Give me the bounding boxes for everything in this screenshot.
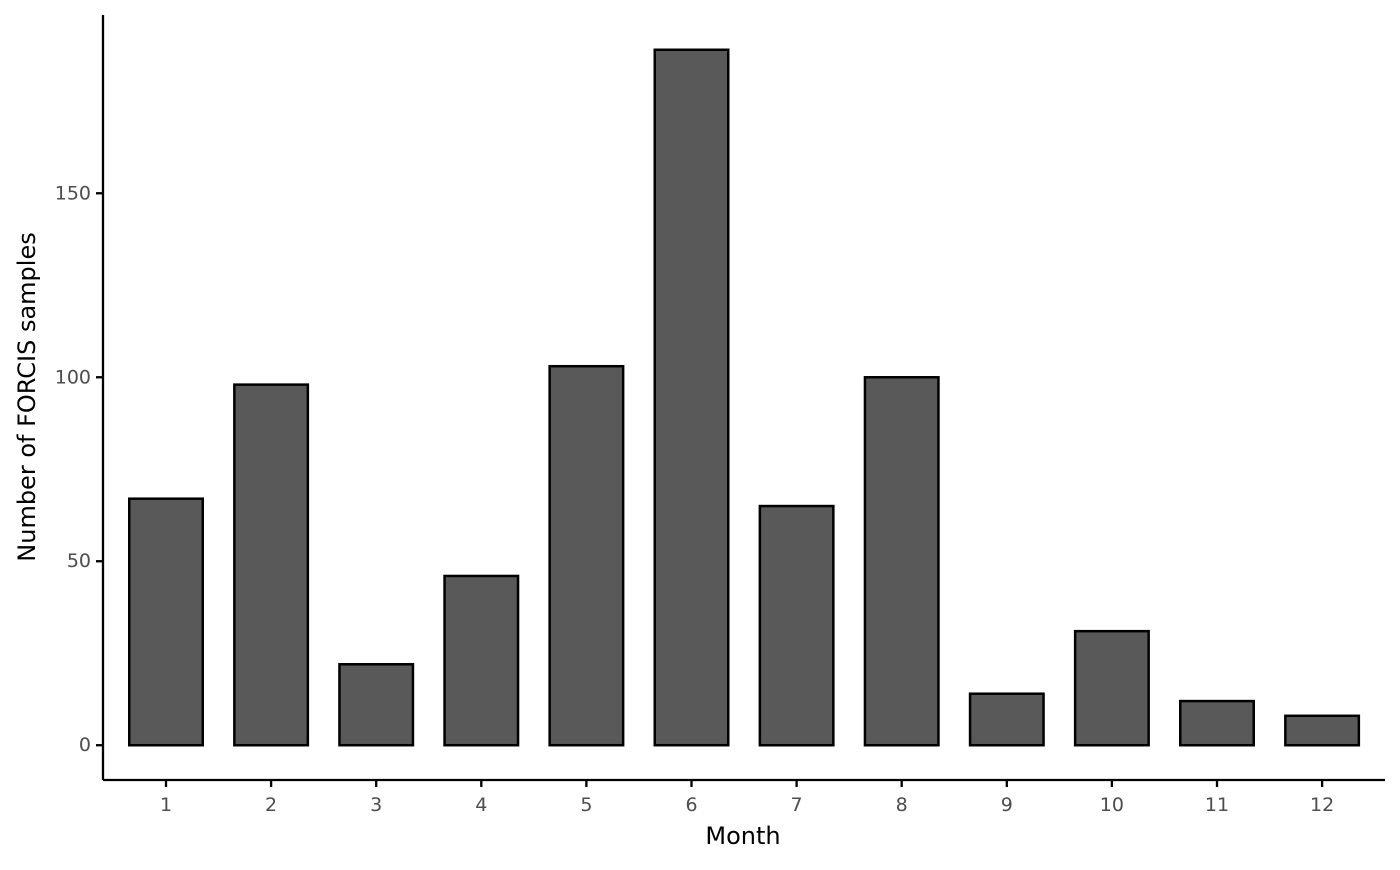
bar-month-9 xyxy=(968,692,1045,747)
y-tick-label-150: 150 xyxy=(55,182,91,204)
x-tick-label-3: 3 xyxy=(370,794,382,816)
bar-month-7 xyxy=(758,504,835,747)
bar-month-3 xyxy=(338,663,415,747)
bar-month-12 xyxy=(1284,714,1361,747)
bar-month-6 xyxy=(653,48,730,747)
x-tick-label-1: 1 xyxy=(160,794,172,816)
x-tick-label-10: 10 xyxy=(1100,794,1124,816)
bar-month-5 xyxy=(548,364,625,747)
y-axis-title: Number of FORCIS samples xyxy=(13,232,41,561)
x-tick-label-8: 8 xyxy=(896,794,908,816)
x-tick-label-7: 7 xyxy=(791,794,803,816)
y-tick-label-100: 100 xyxy=(55,366,91,388)
bars-layer xyxy=(128,48,1361,747)
bar-month-4 xyxy=(443,574,520,747)
x-tick-label-9: 9 xyxy=(1001,794,1013,816)
x-tick-label-12: 12 xyxy=(1310,794,1334,816)
x-tick-label-5: 5 xyxy=(580,794,592,816)
x-axis: 1 2 3 4 5 6 7 8 9 10 11 12 xyxy=(103,778,1385,816)
bar-month-2 xyxy=(233,383,310,747)
y-tick-label-50: 50 xyxy=(67,550,91,572)
bar-month-10 xyxy=(1073,629,1150,747)
y-tick-label-0: 0 xyxy=(79,734,91,756)
bar-month-11 xyxy=(1179,699,1255,747)
x-tick-label-6: 6 xyxy=(685,794,697,816)
x-tick-label-2: 2 xyxy=(265,794,277,816)
x-tick-label-4: 4 xyxy=(475,794,487,816)
x-axis-title: Month xyxy=(705,822,780,850)
y-axis: 0 50 100 150 xyxy=(55,15,105,780)
x-tick-label-11: 11 xyxy=(1205,794,1229,816)
bar-month-8 xyxy=(863,376,940,747)
bar-month-1 xyxy=(128,497,204,747)
